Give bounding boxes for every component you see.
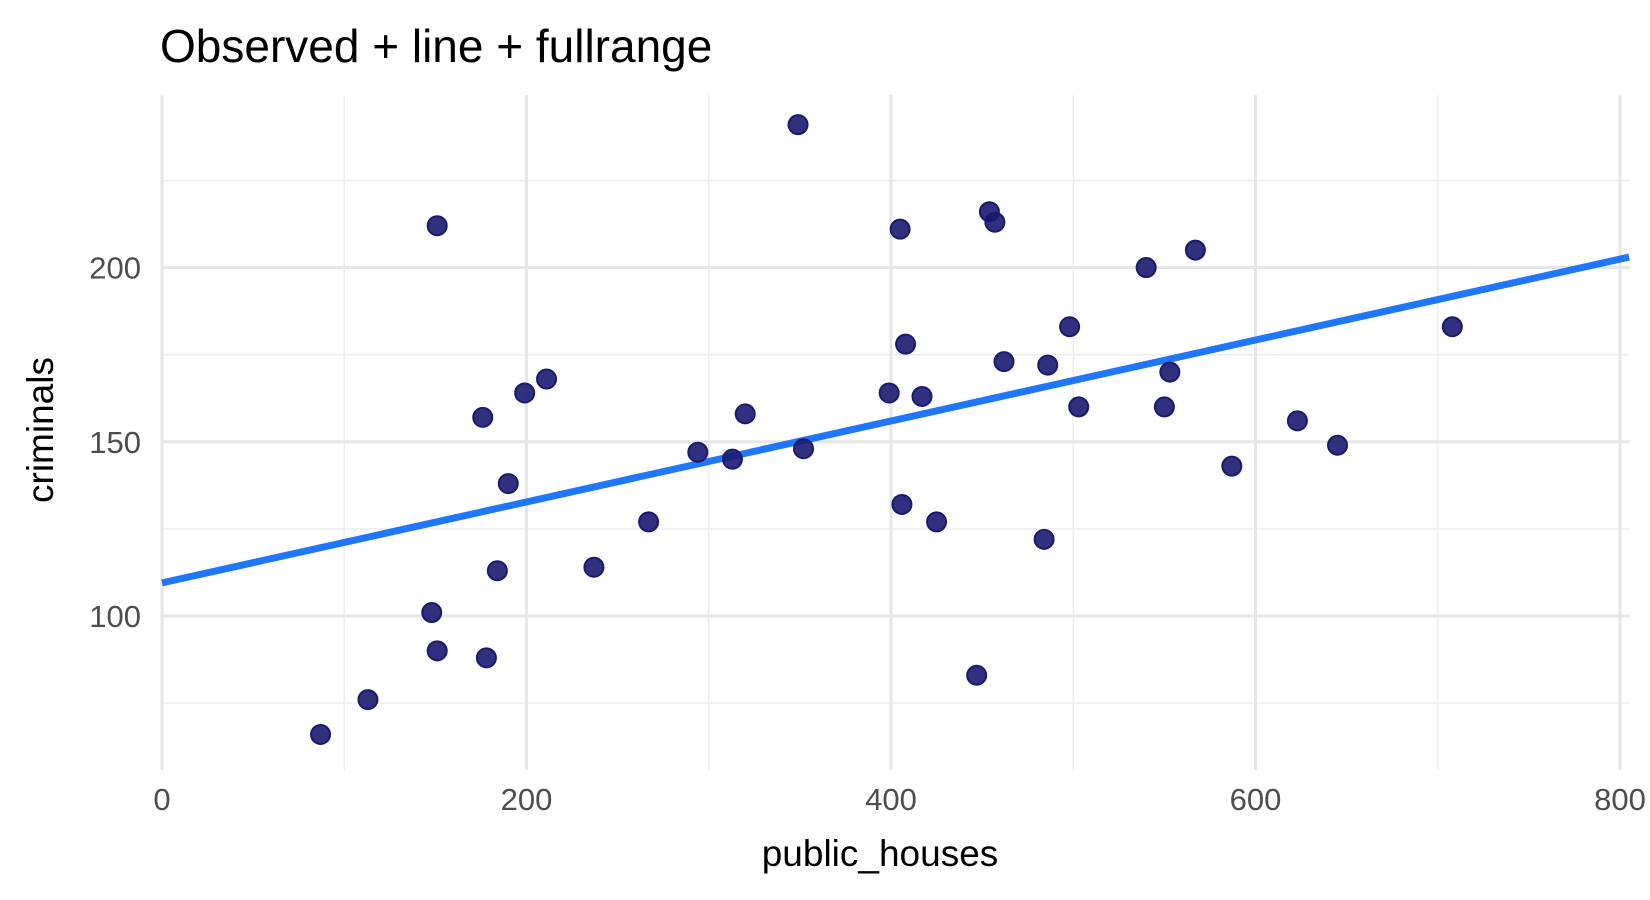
data-point — [475, 647, 497, 669]
y-axis-tick-labels: 100 150 200 — [89, 251, 141, 634]
data-point — [1159, 361, 1181, 383]
data-point — [721, 448, 743, 470]
data-point — [895, 333, 917, 355]
data-point — [638, 511, 660, 533]
data-point — [889, 218, 911, 240]
data-point — [514, 382, 536, 404]
data-point — [993, 351, 1015, 373]
grid — [160, 95, 1630, 770]
x-tick-label: 400 — [865, 782, 917, 817]
data-point — [583, 556, 605, 578]
chart-title: Observed + line + fullrange — [160, 20, 712, 72]
regression-line-layer — [161, 253, 1630, 587]
data-point — [497, 473, 519, 495]
regression-line — [161, 253, 1630, 587]
data-point — [1033, 528, 1055, 550]
data-point — [421, 602, 443, 624]
data-point — [793, 438, 815, 460]
data-point — [926, 511, 948, 533]
data-point — [1327, 434, 1349, 456]
data-point — [1184, 239, 1206, 261]
x-axis-tick-labels: 0 200 400 600 800 — [153, 782, 1645, 817]
data-point — [310, 723, 332, 745]
data-point — [1441, 316, 1463, 338]
data-point — [878, 382, 900, 404]
data-point — [911, 385, 933, 407]
data-points — [310, 114, 1463, 745]
data-point — [734, 403, 756, 425]
y-tick-label: 100 — [89, 599, 141, 634]
data-point — [966, 664, 988, 686]
data-point — [787, 114, 809, 136]
x-tick-label: 200 — [501, 782, 553, 817]
data-point — [1135, 257, 1157, 279]
x-tick-label: 0 — [153, 782, 170, 817]
data-point — [536, 368, 558, 390]
data-point — [1221, 455, 1243, 477]
data-point — [1068, 396, 1090, 418]
data-point — [1037, 354, 1059, 376]
x-tick-label: 800 — [1594, 782, 1646, 817]
data-point — [891, 493, 913, 515]
y-tick-label: 200 — [89, 251, 141, 286]
data-point — [357, 689, 379, 711]
data-point — [984, 211, 1006, 233]
data-point — [1059, 316, 1081, 338]
data-point — [1286, 410, 1308, 432]
data-point — [486, 560, 508, 582]
x-axis-title: public_houses — [762, 833, 999, 874]
y-tick-label: 150 — [89, 425, 141, 460]
data-point — [426, 640, 448, 662]
data-point — [426, 215, 448, 237]
data-point — [472, 406, 494, 428]
x-tick-label: 600 — [1230, 782, 1282, 817]
y-axis-title: criminals — [20, 357, 61, 503]
data-point — [687, 441, 709, 463]
data-point — [1153, 396, 1175, 418]
